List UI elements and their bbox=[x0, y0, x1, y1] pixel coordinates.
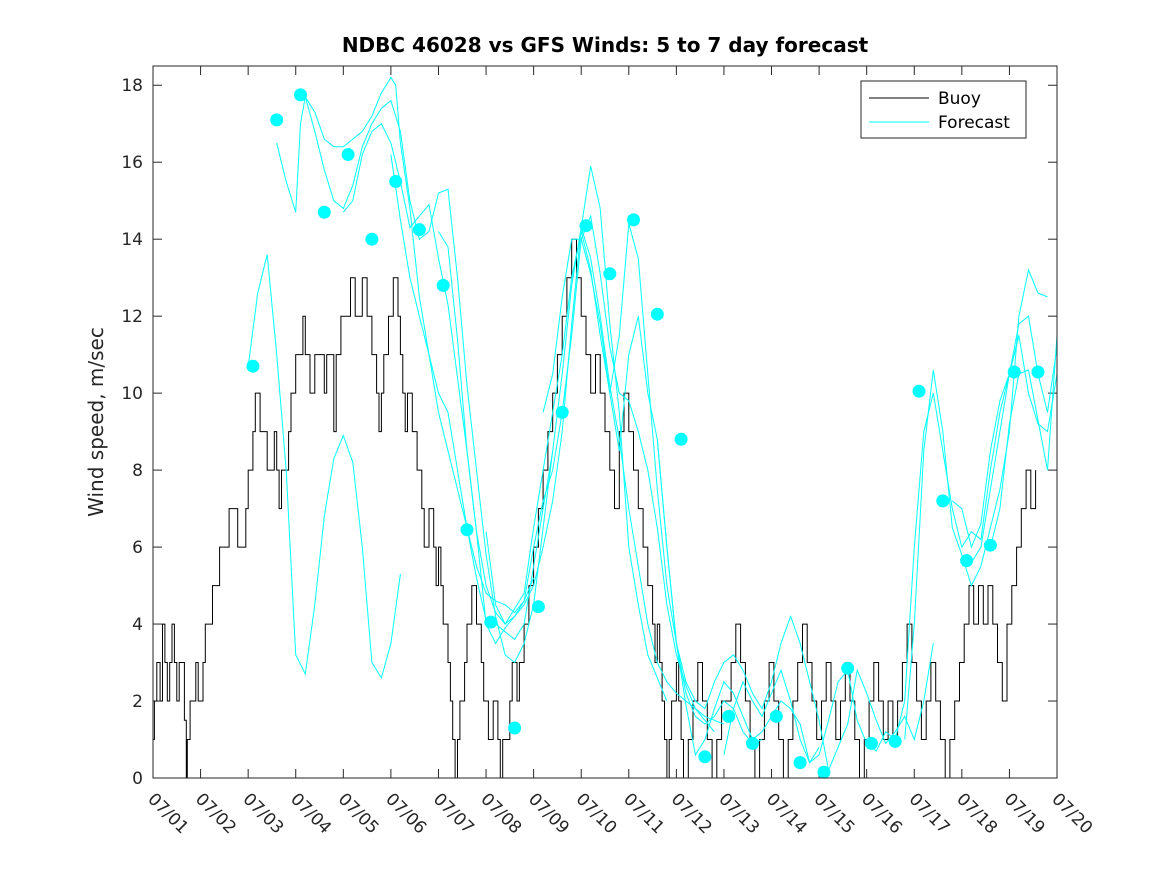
forecast-series bbox=[247, 76, 1058, 773]
forecast-marker bbox=[817, 765, 831, 779]
forecast-marker bbox=[531, 600, 545, 614]
y-tick-label: 2 bbox=[132, 692, 143, 712]
forecast-marker bbox=[960, 554, 974, 568]
forecast-marker bbox=[769, 709, 783, 723]
forecast-marker bbox=[983, 538, 997, 552]
forecast-line bbox=[904, 268, 1048, 740]
forecast-marker bbox=[627, 213, 640, 227]
forecast-line bbox=[989, 335, 1058, 548]
chart-title: NDBC 46028 vs GFS Winds: 5 to 7 day fore… bbox=[342, 33, 869, 57]
forecast-line bbox=[342, 122, 668, 702]
axes-box bbox=[152, 65, 1058, 779]
forecast-marker bbox=[365, 232, 379, 246]
y-tick-label: 18 bbox=[121, 76, 143, 96]
y-tick-label: 0 bbox=[132, 769, 143, 789]
forecast-line bbox=[247, 254, 401, 680]
forecast-marker bbox=[888, 734, 902, 748]
forecast-line bbox=[304, 96, 554, 664]
forecast-marker bbox=[317, 205, 331, 219]
y-tick-label: 10 bbox=[121, 384, 143, 404]
legend-label-forecast: Forecast bbox=[938, 113, 1010, 133]
y-tick-label: 16 bbox=[121, 153, 143, 173]
forecast-marker bbox=[1007, 365, 1021, 379]
forecast-marker bbox=[389, 175, 403, 188]
forecast-line bbox=[485, 223, 763, 745]
forecast-line bbox=[970, 335, 1058, 563]
forecast-marker bbox=[603, 267, 617, 281]
forecast-marker bbox=[579, 219, 593, 233]
forecast-marker bbox=[912, 384, 926, 398]
y-tick-label: 8 bbox=[132, 461, 143, 481]
forecast-marker bbox=[341, 148, 355, 161]
forecast-marker bbox=[793, 756, 807, 770]
forecast-marker bbox=[246, 359, 260, 373]
forecast-marker bbox=[722, 709, 736, 723]
forecast-line bbox=[390, 154, 715, 733]
forecast-marker bbox=[508, 721, 522, 735]
forecast-marker bbox=[294, 88, 307, 102]
y-tick-label: 12 bbox=[121, 307, 143, 327]
y-tick-label: 4 bbox=[132, 615, 143, 635]
forecast-marker bbox=[460, 523, 474, 537]
forecast-marker bbox=[746, 736, 759, 750]
legend-label-buoy: Buoy bbox=[938, 89, 981, 109]
forecast-line bbox=[656, 439, 934, 773]
forecast-line bbox=[951, 315, 1058, 549]
forecast-marker bbox=[674, 432, 688, 446]
forecast-marker bbox=[484, 615, 498, 629]
forecast-marker bbox=[436, 278, 450, 292]
forecast-marker bbox=[412, 223, 426, 237]
y-tick-label: 14 bbox=[121, 230, 143, 250]
forecast-line bbox=[276, 76, 535, 614]
legend: Buoy Forecast bbox=[860, 80, 1027, 139]
forecast-marker bbox=[650, 307, 664, 321]
forecast-marker bbox=[698, 750, 712, 764]
y-axis-label: Wind speed, m/sec bbox=[84, 327, 108, 517]
forecast-marker bbox=[270, 113, 284, 127]
forecast-marker bbox=[936, 494, 950, 508]
legend-box bbox=[860, 80, 1027, 139]
forecast-marker bbox=[841, 661, 855, 675]
y-tick-label: 6 bbox=[132, 538, 143, 558]
forecast-marker bbox=[555, 405, 569, 419]
forecast-marker bbox=[864, 736, 878, 750]
forecast-marker bbox=[1031, 365, 1045, 379]
forecast-markers bbox=[246, 88, 1045, 779]
